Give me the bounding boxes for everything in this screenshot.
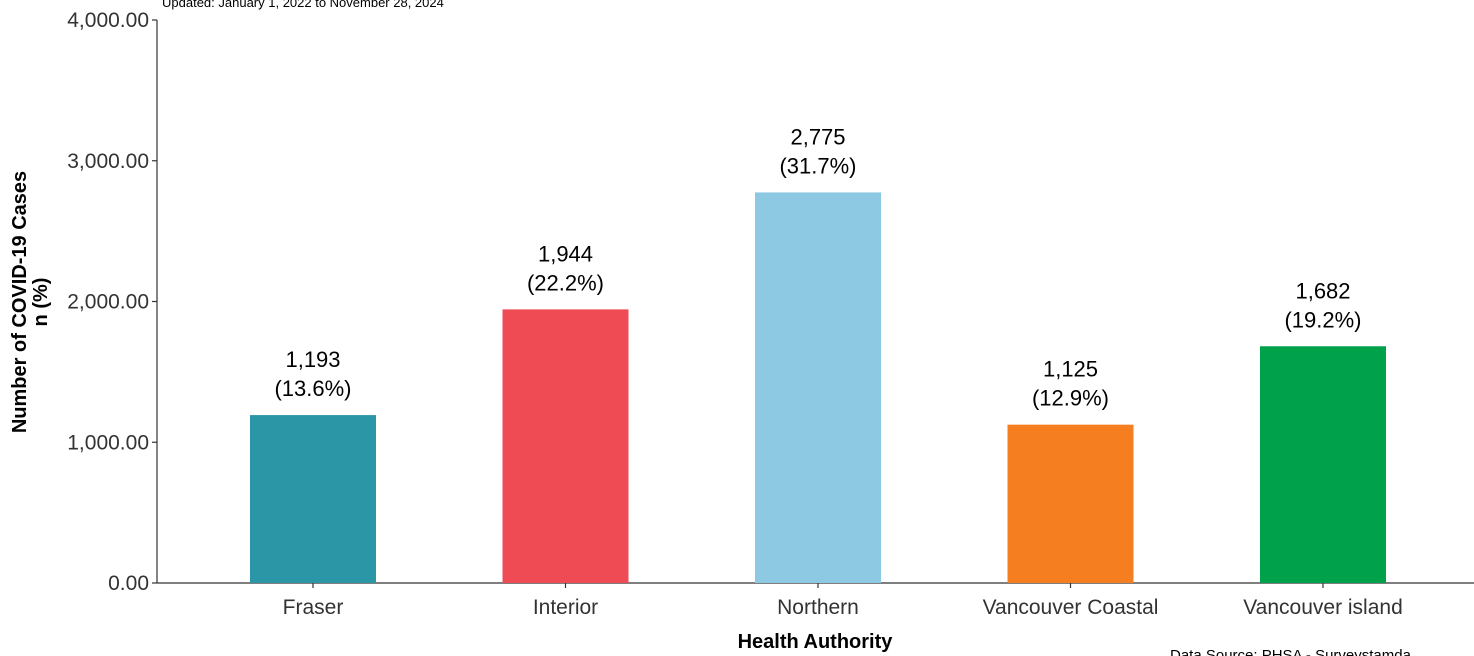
y-tick-label: 1,000.00 xyxy=(67,431,149,454)
bar-value-label: 1,125 xyxy=(1043,357,1098,382)
bar-value-label: 1,193 xyxy=(285,347,340,372)
x-tick-label: Northern xyxy=(777,596,859,619)
bar-vancouver-coastal xyxy=(1007,424,1134,583)
x-tick-label: Interior xyxy=(533,596,598,619)
y-tick-label: 2,000.00 xyxy=(67,291,149,314)
bar-percent-label: (12.9%) xyxy=(1032,386,1109,411)
y-axis-title: Number of COVID-19 Cases xyxy=(9,171,31,433)
bar-value-label: 1,944 xyxy=(538,241,593,266)
bars-group xyxy=(250,192,1386,583)
bar-value-label: 1,682 xyxy=(1295,278,1350,303)
bar-percent-label: (31.7%) xyxy=(779,153,856,178)
bar-northern xyxy=(755,192,881,583)
bar-interior xyxy=(502,309,629,583)
y-tick-label: 0.00 xyxy=(108,572,149,595)
x-tick-label: Vancouver Coastal xyxy=(983,596,1159,619)
bar-percent-label: (13.6%) xyxy=(274,376,351,401)
bar-percent-label: (22.2%) xyxy=(527,270,604,295)
bar-percent-label: (19.2%) xyxy=(1284,307,1361,332)
data-source-note: Data Source: PHSA - Surveystamda xyxy=(1170,647,1412,656)
y-axis-ticks: 0.00 1,000.00 2,000.00 3,000.00 4,000.00 xyxy=(67,9,157,595)
bar-value-label: 2,775 xyxy=(790,124,845,149)
x-tick-label: Vancouver island xyxy=(1243,596,1403,619)
y-axis-subtitle: n (%) xyxy=(30,278,52,327)
bar-fraser xyxy=(250,415,376,583)
y-tick-label: 3,000.00 xyxy=(67,150,149,173)
y-tick-label: 4,000.00 xyxy=(67,9,149,32)
x-axis-ticks: Fraser Interior Northern Vancouver Coastal V… xyxy=(283,583,1403,619)
x-axis-title: Health Authority xyxy=(738,631,894,653)
chart-subtitle: Updated: January 1, 2022 to November 28,… xyxy=(162,0,444,10)
x-tick-label: Fraser xyxy=(283,596,344,619)
bar-vancouver-island xyxy=(1260,346,1386,583)
data-labels-group: 1,193 (13.6%) 1,944 (22.2%) 2,775 (31.7%) 1,12… xyxy=(274,124,1361,410)
